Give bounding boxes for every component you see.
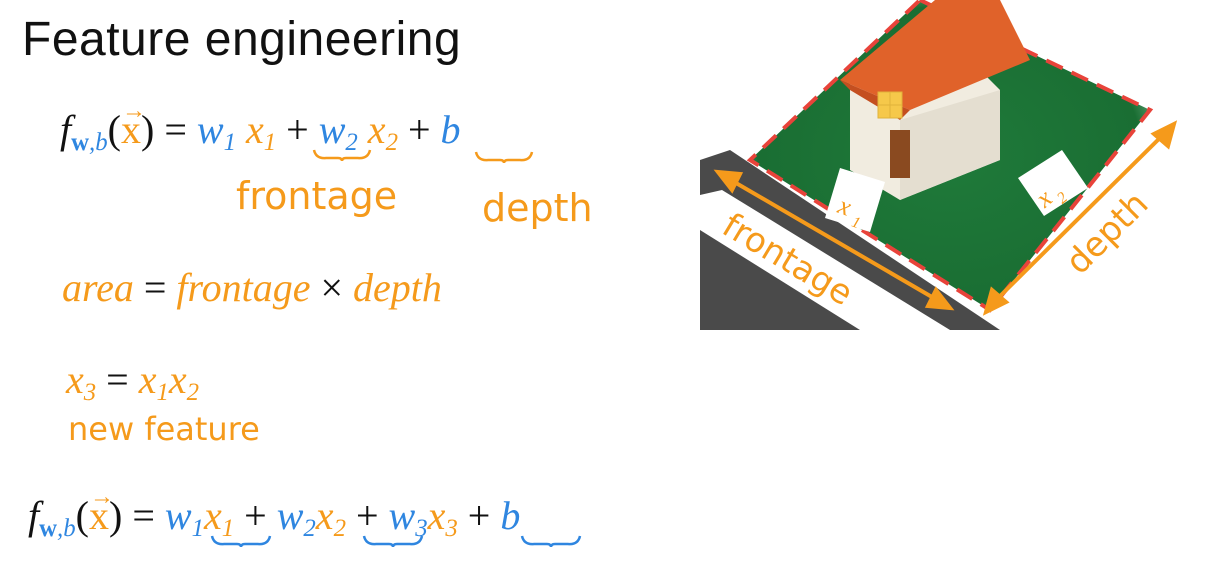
x1-symbol: x	[138, 357, 157, 402]
w2-term: w2	[276, 493, 316, 542]
function-symbol: f	[28, 493, 40, 538]
depth-annotation: depth	[482, 186, 593, 230]
equals-sign: =	[122, 493, 165, 538]
function-symbol: f	[60, 107, 72, 152]
area-term: area	[62, 265, 134, 310]
x2-label-card	[1018, 150, 1088, 216]
x3-equation: x3 = x1x2	[66, 357, 200, 406]
w2-term: w2	[318, 107, 358, 156]
x1-label-card	[825, 168, 885, 232]
w1-underbrace	[210, 535, 272, 548]
x2-term: x2	[315, 493, 346, 542]
frontage-term: frontage	[176, 265, 311, 310]
house-lot-svg: x 1 x 2 frontage depth	[700, 0, 1178, 330]
b-term: b	[440, 107, 461, 152]
b-subscript: ,b	[57, 514, 76, 542]
model-equation-two-features: fw,b(→ x) = w1 x1 + w2 x2 + b	[60, 98, 461, 157]
left-paren: (	[107, 107, 121, 152]
w2-underbrace	[362, 535, 424, 548]
area-equation: area = frontage × depth	[62, 264, 442, 311]
x2-symbol: x	[168, 357, 187, 402]
depth-arrow	[982, 120, 1178, 316]
x3-term: x3	[427, 493, 458, 542]
equals-sign: =	[133, 265, 177, 310]
right-paren: )	[108, 493, 123, 538]
frontage-annotation: frontage	[236, 174, 398, 218]
times-sign: ×	[310, 265, 354, 310]
x-vector: → x	[88, 484, 114, 538]
x1-term: x1	[245, 107, 277, 156]
b-subscript: ,b	[89, 128, 108, 156]
road	[700, 150, 1000, 330]
w1-term: w1	[196, 107, 236, 156]
w3-term: w3	[388, 493, 428, 542]
plus-sign: +	[345, 493, 389, 538]
plus-sign: +	[276, 107, 319, 152]
x-vector: → x	[120, 98, 146, 152]
house-icon	[840, 0, 1030, 200]
x3-symbol: x	[66, 357, 84, 402]
equals-sign: =	[96, 357, 139, 402]
model-equation-three-features: fw,b(→ x) = w1x1 + w2x2 + w3x3 + b	[28, 484, 521, 543]
plus-sign: +	[457, 493, 501, 538]
new-feature-annotation: new feature	[68, 410, 260, 448]
equals-sign: =	[154, 107, 197, 152]
w-vector-subscript: w	[39, 514, 58, 542]
house-lot-illustration: x 1 x 2 frontage depth	[700, 0, 1220, 330]
x2-term: x2	[367, 107, 398, 156]
b-term: b	[500, 493, 521, 538]
plus-sign: +	[397, 107, 441, 152]
w1-term: w1	[164, 493, 204, 542]
w-vector-subscript: w	[71, 128, 90, 156]
plus-sign: +	[234, 493, 277, 538]
w3-underbrace	[520, 535, 582, 548]
x1-underbrace	[312, 149, 372, 162]
frontage-arrow	[713, 169, 955, 311]
x1-term: x1	[203, 493, 235, 542]
right-paren: )	[140, 107, 155, 152]
left-paren: (	[75, 493, 89, 538]
x2-underbrace	[474, 151, 534, 164]
slide-title: Feature engineering	[22, 13, 462, 66]
depth-term: depth	[353, 265, 442, 310]
